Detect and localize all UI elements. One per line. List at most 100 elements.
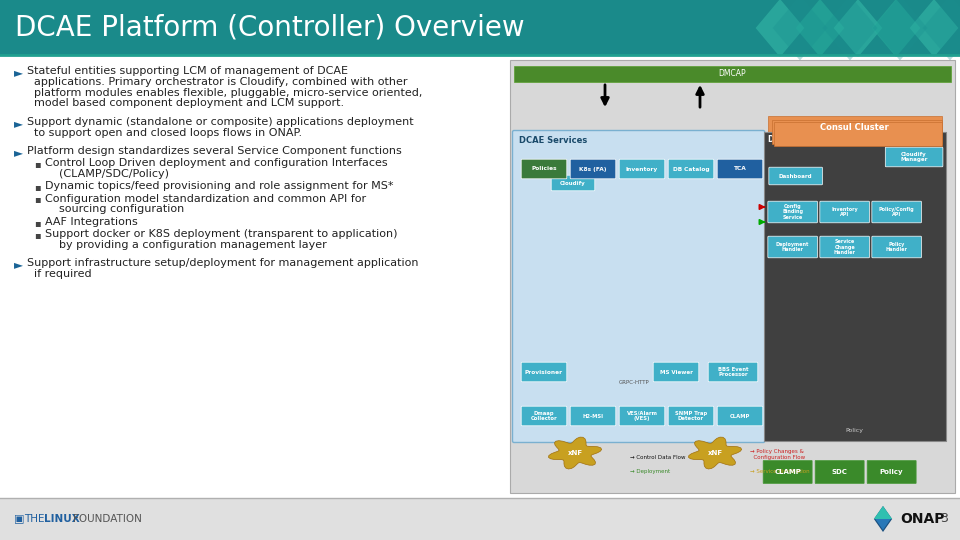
Text: xNF: xNF [708,450,723,456]
Text: Consul Cluster: Consul Cluster [821,124,889,132]
FancyBboxPatch shape [885,147,943,167]
FancyBboxPatch shape [570,406,615,426]
Text: ONAP: ONAP [900,512,945,526]
FancyBboxPatch shape [668,406,714,426]
FancyBboxPatch shape [708,362,757,382]
Text: FOUNDATION: FOUNDATION [73,514,142,524]
FancyBboxPatch shape [521,406,566,426]
Text: Policies: Policies [531,166,557,172]
Text: Policy: Policy [879,469,903,475]
FancyBboxPatch shape [769,167,823,185]
Polygon shape [872,0,921,57]
FancyBboxPatch shape [763,132,947,441]
Text: ►: ► [14,66,23,79]
FancyBboxPatch shape [768,116,942,140]
FancyBboxPatch shape [619,406,665,426]
Polygon shape [756,0,804,57]
Text: xNF: xNF [567,450,583,456]
Polygon shape [873,0,927,60]
Text: SDC: SDC [831,469,848,475]
FancyBboxPatch shape [772,120,942,144]
FancyBboxPatch shape [521,362,566,382]
Text: ►: ► [14,146,23,159]
Polygon shape [548,437,602,469]
FancyBboxPatch shape [815,461,864,483]
Text: → Policy Changes &
  Configuration Flow: → Policy Changes & Configuration Flow [750,449,805,460]
Polygon shape [823,0,877,60]
Text: DMCAP: DMCAP [719,70,746,78]
Text: Dynamic topics/feed provisioning and role assignment for MS*: Dynamic topics/feed provisioning and rol… [45,181,394,191]
FancyBboxPatch shape [0,498,960,540]
Text: model based component deployment and LCM support.: model based component deployment and LCM… [27,98,344,109]
FancyBboxPatch shape [510,60,955,493]
FancyBboxPatch shape [513,131,765,442]
Text: (CLAMP/SDC/Policy): (CLAMP/SDC/Policy) [45,169,169,179]
Text: Inventory
API: Inventory API [831,207,858,218]
Polygon shape [923,0,960,60]
Text: ▪: ▪ [34,182,40,192]
Polygon shape [874,506,883,519]
Polygon shape [833,0,882,57]
FancyBboxPatch shape [0,0,960,55]
Text: DCAE Platform: DCAE Platform [768,135,831,144]
Text: if required: if required [27,269,91,279]
Text: applications. Primary orchestrator is Cloudify, combined with other: applications. Primary orchestrator is Cl… [27,77,407,87]
FancyBboxPatch shape [872,201,922,223]
Text: Policy
Handler: Policy Handler [886,241,907,252]
Text: ▪: ▪ [34,230,40,240]
Text: Policy/Config
API: Policy/Config API [878,207,915,218]
Text: sourcing configuration: sourcing configuration [45,204,184,214]
Polygon shape [910,0,958,57]
FancyBboxPatch shape [768,236,818,258]
Text: Support infrastructure setup/deployment for management application: Support infrastructure setup/deployment … [27,258,419,268]
Polygon shape [688,437,742,469]
Polygon shape [876,508,891,530]
Text: CLAMP: CLAMP [774,469,801,475]
FancyBboxPatch shape [820,236,870,258]
Text: → Service distribution: → Service distribution [750,469,809,474]
FancyBboxPatch shape [717,159,763,179]
Text: H2-MSI: H2-MSI [583,414,604,418]
FancyBboxPatch shape [551,175,595,191]
Text: ▣: ▣ [14,514,25,524]
Text: ▪: ▪ [34,159,40,169]
Text: Dashboard: Dashboard [779,173,812,179]
Text: Service
Change
Handler: Service Change Handler [833,239,855,255]
FancyBboxPatch shape [653,362,699,382]
Text: ►: ► [14,117,23,130]
Text: DCAE Services: DCAE Services [519,136,588,145]
Text: Deployment
Handler: Deployment Handler [776,241,809,252]
Text: AAF Integrations: AAF Integrations [45,217,137,227]
Text: ▪: ▪ [34,194,40,205]
Text: Stateful entities supporting LCM of management of DCAE: Stateful entities supporting LCM of mana… [27,66,348,76]
Text: to support open and closed loops flows in ONAP.: to support open and closed loops flows i… [27,127,302,138]
Text: VES/Alarm
(VES): VES/Alarm (VES) [627,410,658,421]
Polygon shape [796,0,845,57]
Text: BBS Event
Processor: BBS Event Processor [718,367,748,377]
FancyBboxPatch shape [521,159,566,179]
Text: Policy: Policy [846,428,864,433]
Text: by providing a configuration management layer: by providing a configuration management … [45,240,326,249]
FancyBboxPatch shape [872,236,922,258]
Text: 3: 3 [940,512,948,525]
Text: Support dynamic (standalone or composite) applications deployment: Support dynamic (standalone or composite… [27,117,414,127]
Text: → Control Data Flow: → Control Data Flow [630,455,685,460]
Polygon shape [883,506,892,519]
FancyBboxPatch shape [763,461,812,483]
FancyBboxPatch shape [514,66,951,82]
Text: DCAE Platform (Controller) Overview: DCAE Platform (Controller) Overview [15,14,524,42]
Text: LINUX: LINUX [44,514,80,524]
FancyBboxPatch shape [820,201,870,223]
Text: DB Catalog: DB Catalog [673,166,709,172]
Text: GRPC-HTTP: GRPC-HTTP [618,381,649,386]
Text: TCA: TCA [733,166,746,172]
FancyBboxPatch shape [774,122,942,146]
FancyBboxPatch shape [570,159,615,179]
Text: Configuration model standardization and common API for: Configuration model standardization and … [45,193,366,204]
Text: Platform design standardizes several Service Component functions: Platform design standardizes several Ser… [27,146,401,156]
Text: SNMP Trap
Detector: SNMP Trap Detector [675,410,708,421]
Text: MS Viewer: MS Viewer [660,369,692,375]
Polygon shape [773,0,828,60]
FancyBboxPatch shape [768,201,818,223]
Text: → Deployment: → Deployment [630,469,670,474]
